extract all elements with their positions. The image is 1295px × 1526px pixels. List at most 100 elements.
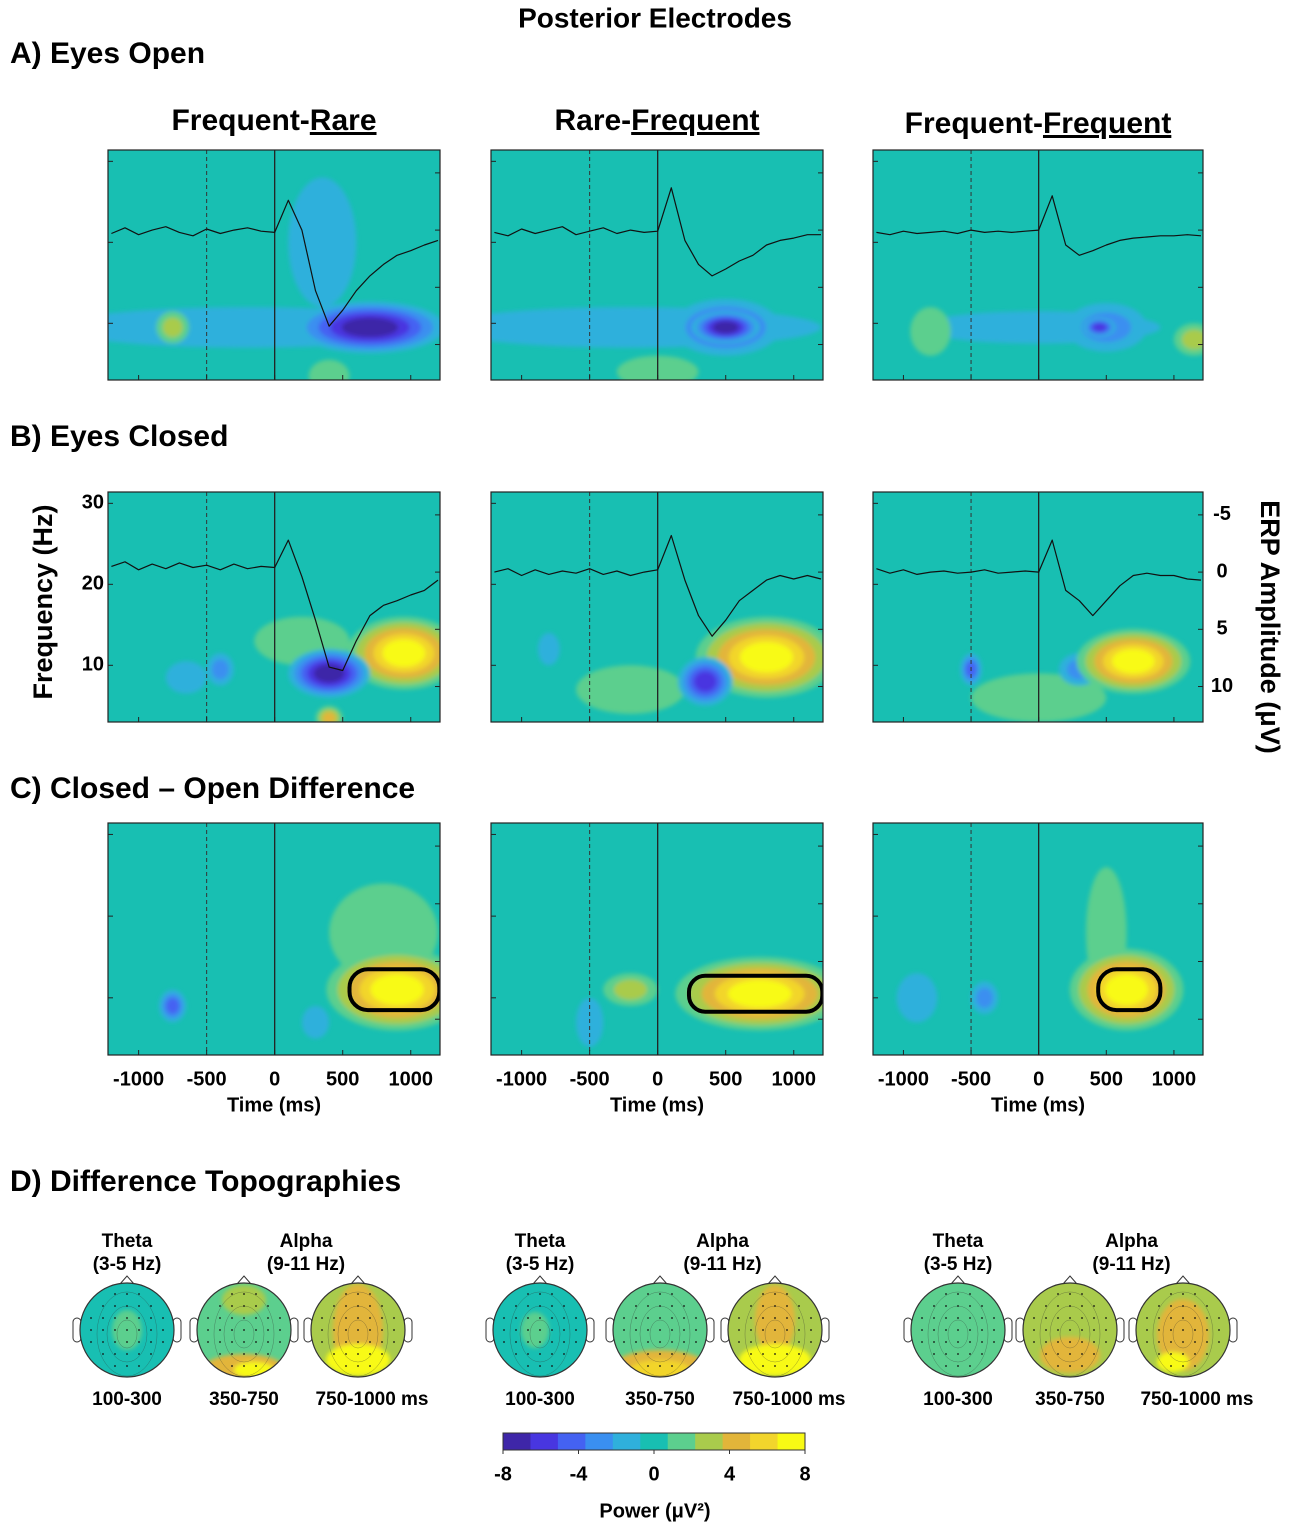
electrode — [255, 1317, 257, 1319]
electrode — [515, 1305, 517, 1307]
electrode — [933, 1305, 935, 1307]
electrode — [1081, 1341, 1083, 1343]
electrode — [1105, 1341, 1107, 1343]
power-map — [537, 616, 823, 714]
electrode — [981, 1305, 983, 1307]
head-outline — [1135, 1282, 1231, 1378]
electrode — [126, 1365, 128, 1367]
panel — [873, 492, 1203, 722]
topo-contour — [1172, 1319, 1194, 1349]
electrode — [1194, 1293, 1196, 1295]
topo-contour — [509, 1291, 571, 1377]
significance-contour — [686, 973, 823, 1014]
window-label: 750-1000 ms — [315, 1389, 428, 1410]
x-axis-label: Time (ms) — [991, 1094, 1085, 1116]
electrode — [231, 1305, 233, 1307]
electrode — [957, 1329, 959, 1331]
electrode — [1194, 1317, 1196, 1319]
electrode — [1093, 1353, 1095, 1355]
electrode — [539, 1341, 541, 1343]
electrode — [993, 1341, 995, 1343]
electrode — [1069, 1293, 1071, 1295]
electrode — [945, 1305, 947, 1307]
electrode — [798, 1341, 800, 1343]
electrode — [957, 1317, 959, 1319]
electrode — [1182, 1341, 1184, 1343]
electrode — [503, 1341, 505, 1343]
topomap — [1023, 1283, 1117, 1377]
topo-contour — [927, 1291, 989, 1377]
electrode — [1093, 1329, 1095, 1331]
electrode — [1057, 1329, 1059, 1331]
electrode — [114, 1293, 116, 1295]
power-blob — [166, 998, 180, 1014]
electrode — [1081, 1293, 1083, 1295]
head-outline — [310, 1282, 406, 1378]
electrode — [957, 1341, 959, 1343]
electrode — [635, 1329, 637, 1331]
electrode — [539, 1317, 541, 1319]
topo-blob — [326, 1344, 390, 1376]
power-map — [108, 177, 440, 380]
electrode — [150, 1329, 152, 1331]
colorbar-swatch — [695, 1433, 724, 1450]
electrode — [1206, 1341, 1208, 1343]
electrode — [762, 1329, 764, 1331]
topomap — [728, 1283, 822, 1377]
electrode — [981, 1341, 983, 1343]
y-tick-label: 20 — [82, 573, 104, 595]
electrode — [138, 1317, 140, 1319]
colorbar-tick-label: 0 — [648, 1463, 659, 1485]
figure-title: Posterior Electrodes — [518, 2, 792, 33]
electrode — [150, 1317, 152, 1319]
electrode — [1194, 1341, 1196, 1343]
electrode — [762, 1341, 764, 1343]
electrode — [551, 1365, 553, 1367]
electrode — [1194, 1305, 1196, 1307]
electrode — [381, 1329, 383, 1331]
electrode — [623, 1317, 625, 1319]
header-underlined: Frequent — [631, 104, 759, 137]
electrode — [345, 1305, 347, 1307]
x-tick-label: -500 — [570, 1068, 610, 1090]
electrode — [695, 1341, 697, 1343]
electrode — [969, 1317, 971, 1319]
electrode — [659, 1305, 661, 1307]
electrode — [1146, 1329, 1148, 1331]
electrode — [1093, 1305, 1095, 1307]
electrode — [345, 1293, 347, 1295]
electrode — [1093, 1317, 1095, 1319]
electrode — [1069, 1305, 1071, 1307]
electrode — [381, 1317, 383, 1319]
electrode — [659, 1329, 661, 1331]
electrode — [539, 1293, 541, 1295]
electrode — [369, 1305, 371, 1307]
electrode — [945, 1293, 947, 1295]
electrode — [279, 1329, 281, 1331]
electrode — [762, 1317, 764, 1319]
electrode — [243, 1353, 245, 1355]
electrode — [957, 1353, 959, 1355]
electrode — [774, 1341, 776, 1343]
electrode — [150, 1305, 152, 1307]
head-outline — [196, 1282, 292, 1378]
electrode — [945, 1341, 947, 1343]
electrode — [1045, 1305, 1047, 1307]
nose — [1062, 1275, 1078, 1285]
electrode — [369, 1365, 371, 1367]
erp-trace — [494, 534, 822, 637]
electrode — [774, 1317, 776, 1319]
electrode — [243, 1293, 245, 1295]
electrode — [1081, 1317, 1083, 1319]
topo-contour — [213, 1291, 275, 1377]
electrode — [267, 1317, 269, 1319]
electrode — [162, 1317, 164, 1319]
power-map — [896, 867, 1184, 1031]
electrode — [969, 1365, 971, 1367]
band-name: Theta — [515, 1231, 566, 1252]
electrode — [1170, 1341, 1172, 1343]
power-blob — [896, 973, 938, 1023]
electrode — [126, 1329, 128, 1331]
topo-blobs — [938, 1305, 968, 1355]
power-blob — [1105, 974, 1148, 1006]
